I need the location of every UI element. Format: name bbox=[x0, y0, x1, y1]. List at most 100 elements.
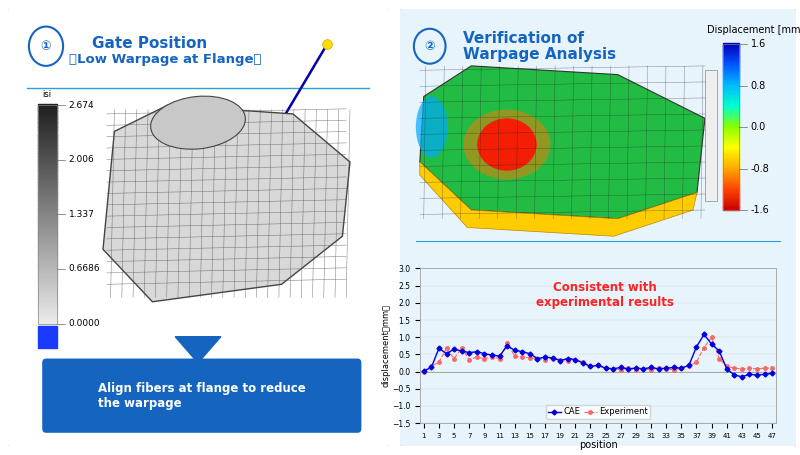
Ellipse shape bbox=[416, 96, 447, 157]
CAE bbox=[662, 365, 671, 371]
Bar bbox=[722, 196, 738, 198]
CAE bbox=[631, 365, 641, 371]
Experiment bbox=[419, 369, 429, 374]
Bar bbox=[722, 123, 738, 126]
Experiment bbox=[555, 357, 565, 362]
Bar bbox=[722, 204, 738, 207]
Bar bbox=[722, 95, 738, 97]
Experiment bbox=[472, 354, 482, 360]
Bar bbox=[722, 113, 738, 116]
Bar bbox=[38, 298, 58, 302]
CAE bbox=[442, 351, 451, 356]
Bar bbox=[38, 131, 58, 135]
FancyBboxPatch shape bbox=[42, 359, 362, 433]
Bar bbox=[722, 88, 738, 91]
CAE bbox=[767, 370, 777, 376]
Bar bbox=[38, 282, 58, 285]
Bar bbox=[722, 60, 738, 62]
Bar bbox=[722, 199, 738, 202]
Bar bbox=[722, 68, 738, 71]
CAE bbox=[707, 341, 717, 347]
Experiment bbox=[426, 364, 436, 369]
Experiment bbox=[737, 366, 746, 372]
CAE bbox=[465, 350, 474, 355]
Bar bbox=[722, 153, 738, 155]
CAE bbox=[669, 365, 678, 370]
Bar bbox=[722, 106, 738, 109]
CAE bbox=[518, 349, 527, 354]
Bar bbox=[722, 174, 738, 177]
Bar bbox=[38, 279, 58, 283]
Bar bbox=[722, 187, 738, 190]
CAE bbox=[594, 363, 603, 368]
Bar bbox=[38, 189, 58, 192]
Bar bbox=[722, 182, 738, 185]
Bar bbox=[722, 56, 738, 59]
Experiment bbox=[684, 364, 694, 369]
Experiment bbox=[533, 356, 542, 361]
Text: Gate Position: Gate Position bbox=[91, 35, 207, 51]
Experiment bbox=[548, 356, 558, 361]
Bar bbox=[722, 50, 738, 52]
Bar bbox=[722, 192, 738, 195]
Text: Displacement [mm]: Displacement [mm] bbox=[707, 25, 800, 35]
Polygon shape bbox=[103, 105, 350, 302]
Experiment bbox=[487, 354, 497, 360]
Bar bbox=[38, 137, 58, 141]
Experiment bbox=[699, 345, 709, 350]
Bar bbox=[722, 126, 738, 129]
FancyBboxPatch shape bbox=[396, 5, 800, 450]
CAE bbox=[525, 351, 534, 356]
Experiment bbox=[434, 359, 444, 365]
Bar bbox=[38, 126, 58, 130]
CAE bbox=[502, 343, 512, 349]
Experiment bbox=[502, 341, 512, 346]
Bar bbox=[722, 136, 738, 139]
Bar bbox=[38, 105, 58, 324]
Bar bbox=[722, 158, 738, 160]
Experiment bbox=[722, 364, 731, 369]
Text: 2.674: 2.674 bbox=[69, 101, 94, 110]
Bar bbox=[38, 284, 58, 288]
Bar bbox=[38, 241, 58, 244]
Bar bbox=[722, 206, 738, 208]
Bar bbox=[38, 208, 58, 212]
Bar bbox=[38, 167, 58, 171]
Bar bbox=[722, 130, 738, 132]
Bar bbox=[722, 44, 738, 210]
Text: Verification of: Verification of bbox=[463, 31, 584, 46]
Bar bbox=[38, 164, 58, 168]
Text: -1.6: -1.6 bbox=[750, 205, 770, 215]
Bar bbox=[722, 164, 738, 167]
Bar bbox=[38, 175, 58, 179]
Bar bbox=[38, 263, 58, 266]
Bar bbox=[38, 249, 58, 253]
Bar bbox=[722, 93, 738, 96]
CAE bbox=[479, 351, 489, 356]
Bar bbox=[38, 148, 58, 152]
Bar bbox=[38, 216, 58, 220]
Bar bbox=[722, 146, 738, 149]
Bar bbox=[38, 112, 58, 116]
Bar bbox=[38, 211, 58, 214]
Bar bbox=[722, 61, 738, 64]
Bar bbox=[38, 140, 58, 143]
Bar bbox=[722, 110, 738, 112]
Bar bbox=[38, 326, 58, 348]
Bar bbox=[722, 128, 738, 130]
Text: （Low Warpage at Flange）: （Low Warpage at Flange） bbox=[69, 53, 262, 66]
Bar bbox=[722, 181, 738, 183]
Bar bbox=[722, 207, 738, 210]
CAE bbox=[548, 355, 558, 360]
Experiment bbox=[767, 365, 777, 371]
Bar bbox=[722, 120, 738, 122]
CAE bbox=[426, 365, 436, 370]
Bar bbox=[722, 90, 738, 92]
Bar bbox=[38, 145, 58, 149]
CAE bbox=[616, 365, 626, 370]
Experiment bbox=[570, 357, 580, 362]
Bar bbox=[722, 141, 738, 144]
Text: 1.6: 1.6 bbox=[750, 39, 766, 49]
Bar bbox=[722, 55, 738, 57]
Bar bbox=[722, 161, 738, 163]
